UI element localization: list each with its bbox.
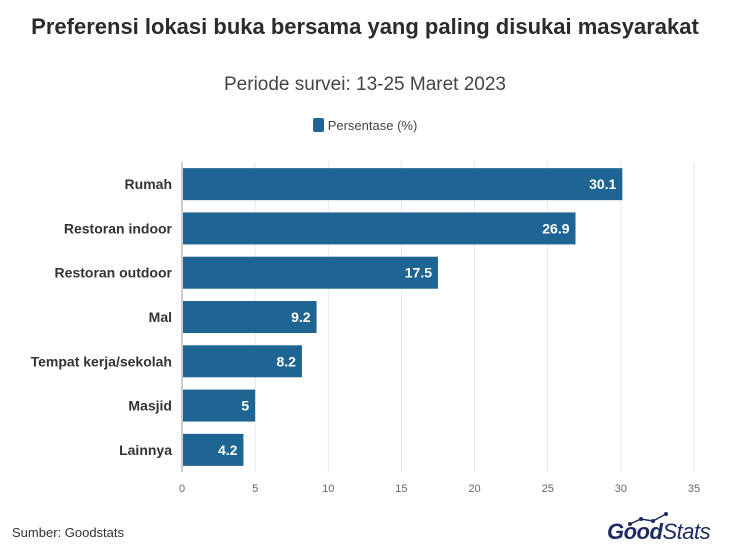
category-label: Mal [149,309,172,325]
x-tick-label: 10 [322,483,334,495]
data-label: 5 [241,398,249,414]
bar [183,168,623,201]
x-tick-label: 5 [252,483,258,495]
data-label: 26.9 [542,220,569,236]
bar-chart: 0 5 10 15 20 25 30 35 Rumah 30.1 Restoran indoor 26… [31,162,700,495]
x-tick-label: 35 [688,483,700,495]
category-label: Restoran indoor [64,220,173,236]
x-tick-label: 15 [395,483,407,495]
brand-logo-graphic [628,512,668,526]
chart-title: Preferensi lokasi buka bersama yang pali… [31,14,699,39]
legend: Persentase (%) [0,118,730,133]
bar [183,389,256,422]
bar [183,301,317,333]
bar [183,212,576,245]
bar [183,345,302,378]
legend-swatch [312,118,324,132]
category-label: Lainnya [119,442,172,458]
source-note: Sumber: Goodstats [12,525,124,540]
category-label: Rumah [125,176,172,192]
bar [183,256,438,289]
bar [183,433,244,466]
category-label: Restoran outdoor [55,265,173,281]
data-label: 4.2 [218,442,238,458]
brand-logo: GoodStats [607,519,711,544]
data-label: 30.1 [589,176,616,192]
x-tick-label: 20 [468,483,480,495]
data-label: 9.2 [291,309,311,325]
category-label: Tempat kerja/sekolah [31,353,172,369]
chart-subtitle: Periode survei: 13-25 Maret 2023 [224,74,506,95]
legend-label: Persentase (%) [327,118,418,133]
x-tick-label: 30 [615,483,627,495]
x-tick-label: 0 [179,483,185,495]
category-label: Masjid [128,398,172,414]
data-label: 8.2 [276,353,296,369]
data-label: 17.5 [405,265,432,281]
x-tick-label: 25 [542,483,554,495]
